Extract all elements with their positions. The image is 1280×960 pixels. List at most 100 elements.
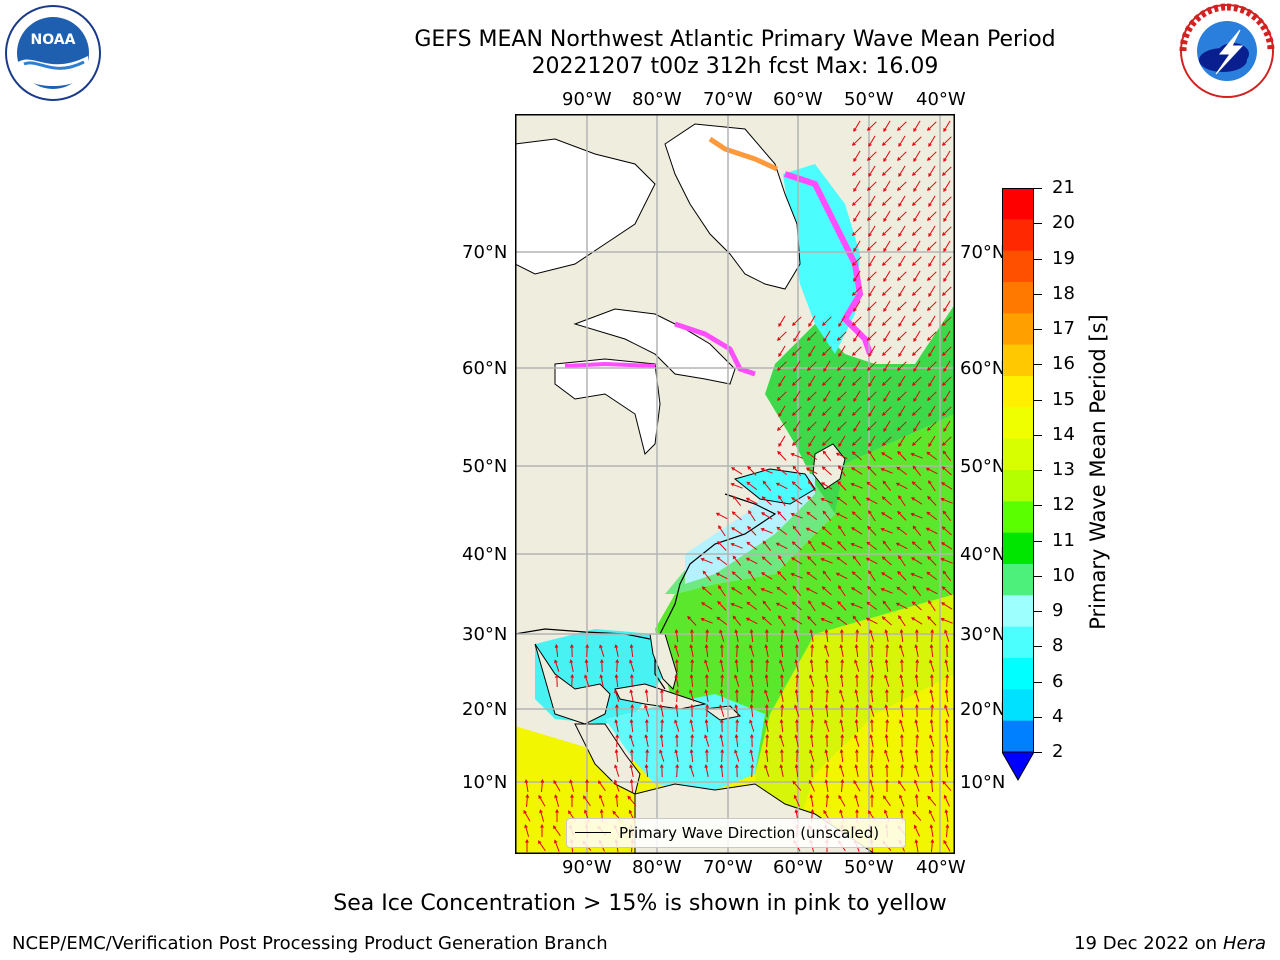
- wave-arrow-head: [791, 322, 796, 326]
- wave-arrow-head: [942, 450, 947, 455]
- wave-arrow-head: [853, 338, 857, 342]
- wave-arrow: [732, 571, 742, 581]
- wave-arrow-head: [806, 337, 811, 341]
- lon-label-top-70w: 70°W: [703, 89, 753, 110]
- wave-arrow: [840, 645, 844, 657]
- wave-arrow-head: [881, 382, 886, 386]
- wave-arrow-head: [882, 540, 887, 545]
- wave-arrow-head: [911, 442, 916, 446]
- wave-arrow: [927, 796, 937, 806]
- wave-arrow-head: [850, 587, 855, 591]
- wave-arrow-head: [866, 127, 871, 131]
- wave-arrow-head: [805, 467, 810, 472]
- wave-arrow: [913, 210, 921, 222]
- wave-arrow: [882, 496, 892, 506]
- wave-arrow: [912, 406, 922, 416]
- wave-arrow: [706, 704, 708, 718]
- wave-arrow: [701, 618, 713, 624]
- lat-label-left-70n: 70°N: [462, 242, 508, 263]
- wave-arrow-head: [824, 719, 828, 724]
- wave-arrow-head: [809, 749, 813, 754]
- wave-arrow-head: [853, 368, 857, 372]
- lat-label-right-50n: 50°N: [960, 456, 1006, 477]
- wave-arrow-head: [942, 570, 947, 575]
- wave-arrow-head: [794, 718, 799, 723]
- wave-arrow: [868, 375, 876, 387]
- map-title: GEFS MEAN Northwest Atlantic Primary Wav…: [414, 27, 1056, 52]
- wave-arrow-head: [704, 659, 708, 664]
- wave-arrow-head: [941, 262, 946, 266]
- wave-arrow: [553, 825, 561, 837]
- wave-arrow: [914, 825, 920, 837]
- wave-arrow-head: [719, 763, 724, 768]
- wave-arrow: [780, 719, 784, 733]
- wave-arrow-head: [866, 397, 871, 401]
- wave-arrow-head: [851, 172, 856, 176]
- wave-arrow-head: [806, 511, 811, 516]
- wave-arrow-head: [749, 703, 754, 708]
- wave-arrow-head: [764, 764, 768, 769]
- wave-arrow-head: [928, 293, 932, 297]
- wave-arrow-head: [659, 763, 664, 768]
- wave-arrow-head: [866, 427, 871, 431]
- wave-arrow: [751, 689, 753, 703]
- wave-arrow: [705, 644, 709, 658]
- wave-arrow-head: [941, 322, 946, 326]
- wave-arrow: [719, 705, 725, 717]
- wave-arrow-head: [629, 734, 633, 739]
- wave-arrow: [747, 466, 757, 476]
- wave-arrow-head: [761, 556, 766, 560]
- wave-arrow: [765, 674, 769, 688]
- wave-arrow: [808, 435, 816, 447]
- wave-arrow-head: [778, 615, 782, 620]
- wave-arrow-head: [690, 658, 695, 663]
- wave-arrow-head: [910, 557, 915, 561]
- wave-arrow: [645, 735, 649, 747]
- wave-arrow-head: [760, 587, 765, 592]
- graticule: [515, 114, 955, 854]
- wave-arrow: [912, 436, 922, 446]
- wave-arrow-head: [870, 793, 874, 798]
- wave-arrow: [808, 345, 816, 357]
- wave-arrow-head: [825, 688, 830, 693]
- wave-arrow: [720, 764, 724, 778]
- sea-ice-labrador-fringe: [674, 321, 756, 377]
- wave-arrow: [912, 136, 922, 146]
- wave-arrow-head: [944, 809, 949, 814]
- wave-arrow-head: [840, 778, 845, 783]
- wave-arrow-head: [854, 764, 859, 769]
- wave-arrow-head: [881, 262, 886, 266]
- colorbar-tick-mark: [1034, 752, 1042, 753]
- wave-arrow: [836, 572, 848, 580]
- wave-arrow: [943, 150, 951, 162]
- wave-arrow-head: [675, 763, 680, 768]
- wave-arrow: [898, 495, 906, 507]
- wave-arrow-head: [808, 413, 812, 417]
- wave-arrow: [926, 511, 938, 521]
- wave-arrow-head: [912, 465, 917, 470]
- wave-arrow-head: [851, 571, 856, 575]
- wave-arrow-head: [870, 673, 875, 678]
- colorbar-band: [1002, 313, 1034, 346]
- wave-arrow-head: [915, 658, 920, 663]
- wave-arrow-head: [644, 688, 649, 693]
- wave-arrow: [821, 498, 833, 504]
- wave-arrow: [882, 556, 892, 566]
- wave-arrow: [942, 510, 952, 522]
- wave-arrow: [675, 629, 679, 643]
- wave-arrow: [852, 346, 862, 356]
- wave-arrow-head: [855, 628, 860, 633]
- wave-arrow: [927, 421, 937, 431]
- wave-arrow-head: [925, 467, 930, 472]
- wave-arrow: [928, 405, 936, 417]
- wave-arrow: [795, 764, 799, 778]
- wave-arrow: [750, 704, 754, 718]
- wave-arrow-head: [778, 383, 782, 387]
- wave-arrow-head: [705, 703, 710, 708]
- wave-arrow: [942, 406, 952, 416]
- wave-arrow: [645, 689, 649, 703]
- wave-arrow: [716, 512, 728, 520]
- wave-arrow: [930, 644, 934, 658]
- wave-arrow-head: [718, 525, 722, 530]
- wave-arrow: [717, 601, 727, 611]
